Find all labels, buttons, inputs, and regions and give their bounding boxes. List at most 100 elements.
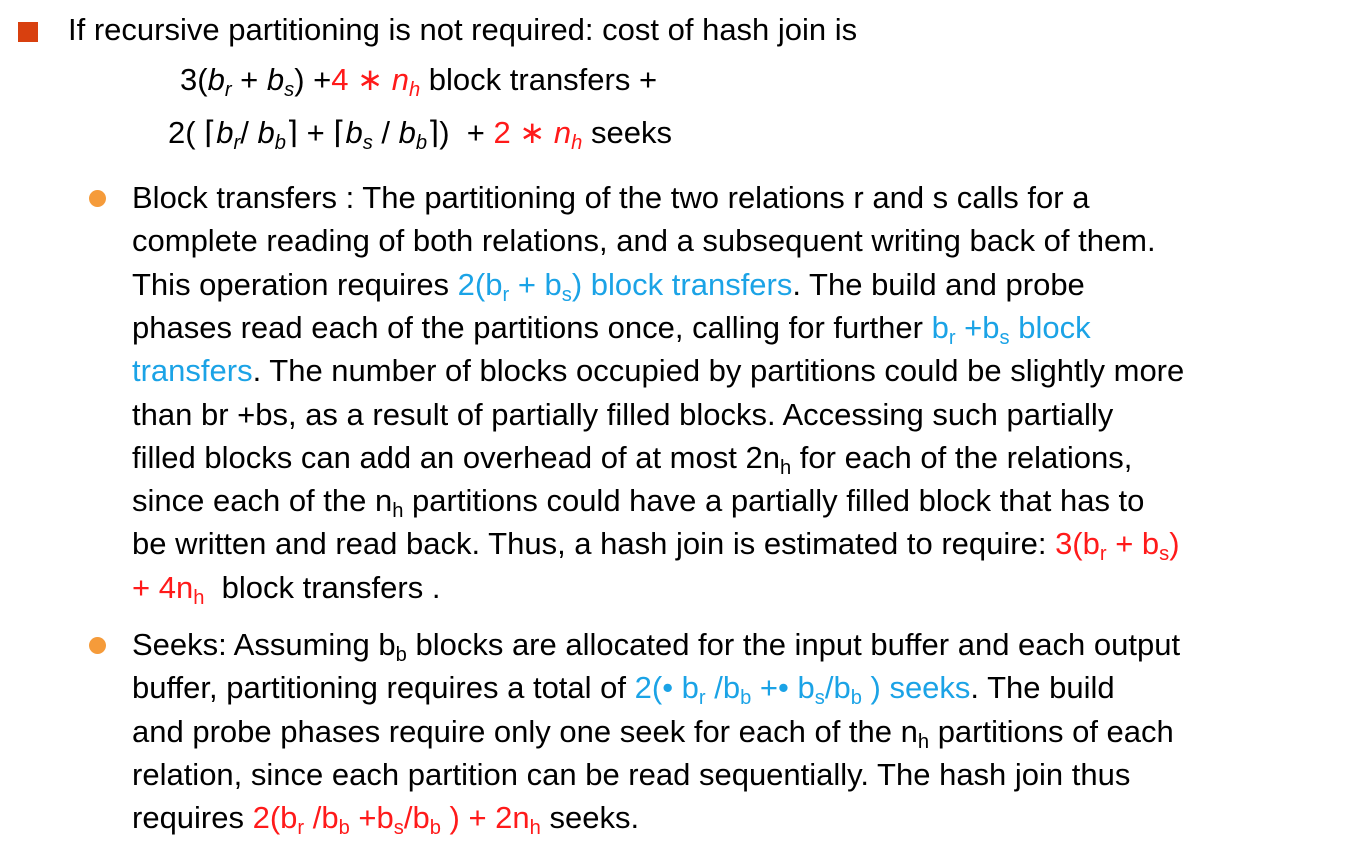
text-line: relation, since each partition can be re…	[132, 757, 1130, 793]
text-run: and probe phases require only one seek f…	[132, 713, 918, 749]
text-run: If recursive partitioning is not require…	[68, 12, 858, 47]
text-run: 2(• b	[634, 670, 699, 706]
text-run: /	[372, 115, 399, 150]
text-run: +	[231, 62, 267, 97]
text-run: since each of the n	[132, 483, 393, 519]
text-run: s	[814, 687, 825, 710]
text-run: relation, since each partition can be re…	[132, 756, 1131, 792]
text-run: b	[274, 132, 286, 155]
text-run: r	[948, 326, 956, 349]
text-run: transfers	[132, 353, 253, 389]
text-run: ) block transfers	[571, 266, 793, 302]
text-run: partitions could have a partially filled…	[403, 483, 1145, 519]
text-run: ⌉ + ⌈	[285, 115, 346, 150]
square-bullet	[18, 22, 38, 42]
text-run: +b	[349, 800, 394, 836]
text-run: s	[393, 817, 404, 840]
text-line: + 4nh block transfers .	[132, 570, 440, 616]
text-run: b	[415, 132, 428, 155]
text-run: /b	[403, 800, 430, 836]
text-run: block transfers .	[204, 569, 441, 605]
text-line: requires 2(br /bb +bs/bb ) + 2nh seeks.	[132, 800, 639, 846]
text-run: ) seeks	[861, 670, 971, 706]
text-line: since each of the nh partitions could ha…	[132, 483, 1144, 529]
text-run: be written and read back. Thus, a hash j…	[132, 526, 1056, 562]
text-run: 2(b	[252, 800, 298, 836]
text-run: h	[193, 586, 205, 609]
text-line: Block transfers : The partitioning of th…	[132, 180, 1089, 216]
text-run: + b	[1106, 526, 1160, 562]
text-run: n	[553, 115, 572, 150]
text-run: than br +bs, as a result of partially fi…	[132, 396, 1114, 432]
text-run: b	[338, 817, 350, 840]
text-run: + b	[509, 266, 562, 302]
text-run: +• b	[751, 670, 815, 706]
text-run: r	[233, 132, 241, 155]
text-run: . The build	[970, 670, 1115, 706]
text-run: b	[429, 817, 441, 840]
text-run: Seeks: Assuming b	[132, 627, 396, 662]
text-run: b	[740, 687, 752, 710]
text-run: r	[1099, 543, 1107, 566]
text-run: n	[391, 62, 409, 97]
text-run: s	[999, 326, 1010, 349]
text-run: requires	[132, 800, 253, 836]
text-run: blocks are allocated for the input buffe…	[406, 627, 1181, 662]
text-run: r	[297, 817, 305, 840]
text-line: and probe phases require only one seek f…	[132, 714, 1174, 760]
text-run: )	[1169, 526, 1180, 562]
text-run: buffer, partitioning requires a total of	[132, 670, 635, 706]
text-run: seeks.	[540, 800, 640, 836]
text-run: 3(b	[1055, 526, 1100, 562]
text-run: filled blocks can add an overhead of at …	[132, 439, 780, 475]
text-run: This operation requires	[132, 266, 458, 302]
text-run: +b	[955, 309, 1000, 345]
text-run: . The build and probe	[792, 266, 1085, 302]
text-run: + 4n	[132, 569, 194, 605]
text-line: be written and read back. Thus, a hash j…	[132, 526, 1180, 572]
text-run: r	[698, 687, 706, 710]
text-line: 2( ⌈br/ bb⌉ + ⌈bs / bb⌉) + 2 ∗ nh seeks	[168, 115, 672, 161]
text-run: h	[571, 132, 583, 155]
text-run: ) + 2n	[440, 800, 530, 836]
text-run: 2 ∗	[493, 115, 554, 150]
text-run: h	[392, 500, 404, 523]
text-run: b	[216, 115, 234, 150]
text-run: s	[1159, 543, 1170, 566]
text-line: phases read each of the partitions once,…	[132, 310, 1091, 356]
text-run: complete reading of both relations, and …	[132, 223, 1156, 259]
text-run: . The number of blocks occupied by parti…	[252, 353, 1185, 389]
text-run: seeks	[582, 115, 672, 150]
text-run: Block transfers : The partitioning of th…	[132, 180, 1090, 215]
text-run: h	[779, 456, 792, 479]
round-bullet	[89, 190, 106, 207]
text-run: r	[502, 283, 510, 306]
text-run: 3(	[180, 62, 208, 97]
text-line: 3(br + bs) +4 ∗ nh block transfers +	[180, 62, 657, 108]
text-run: block transfers +	[420, 62, 658, 97]
text-run: b	[850, 687, 862, 710]
text-run: s	[284, 79, 295, 102]
text-run: b	[398, 115, 416, 150]
text-run: h	[408, 79, 421, 102]
text-line: This operation requires 2(br + bs) block…	[132, 267, 1085, 313]
text-run: s	[561, 283, 572, 306]
text-run: b	[207, 62, 225, 97]
text-run: /b	[824, 670, 851, 706]
text-run: for each of the relations,	[791, 439, 1133, 475]
text-run: /	[240, 115, 258, 150]
text-run: partitions of each	[929, 713, 1174, 749]
text-run: b	[345, 115, 363, 150]
text-run: b	[257, 115, 275, 150]
text-run: /b	[705, 670, 741, 706]
text-run: r	[224, 79, 232, 102]
text-run: b	[931, 309, 949, 345]
text-run: 2(b	[457, 266, 503, 302]
text-run: block	[1009, 309, 1091, 345]
text-run: s	[362, 132, 373, 155]
text-run: ⌉) +	[427, 115, 494, 150]
text-line: filled blocks can add an overhead of at …	[132, 440, 1132, 486]
text-line: transfers. The number of blocks occupied…	[132, 353, 1184, 389]
text-run: /b	[304, 800, 339, 836]
